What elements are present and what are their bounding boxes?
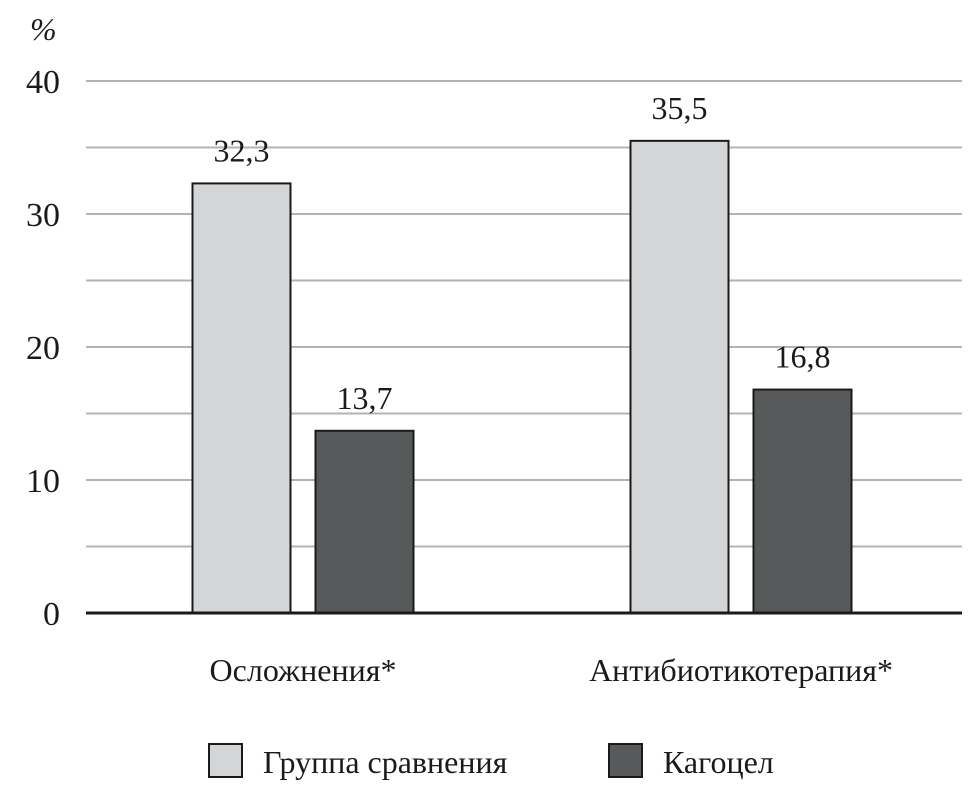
legend-swatch (208, 743, 243, 778)
bar (752, 388, 853, 614)
data-label: 16,8 (775, 339, 831, 375)
legend-label: Кагоцел (663, 744, 774, 780)
legend: Группа сравнения Кагоцел (208, 743, 774, 780)
y-tick-label: 0 (43, 596, 60, 633)
y-axis-ticks: 0 10 20 30 40 (26, 64, 60, 633)
legend-swatch (608, 743, 643, 778)
category-labels: Осложнения* Антибиотикотерапия* (210, 652, 893, 688)
bar (191, 182, 292, 614)
category-label: Антибиотикотерапия* (589, 652, 893, 688)
y-tick-label: 20 (26, 330, 60, 367)
y-tick-label: 30 (26, 197, 60, 234)
legend-label: Группа сравнения (263, 744, 508, 780)
y-axis-unit-label: % (30, 11, 57, 47)
y-tick-label: 10 (26, 463, 60, 500)
data-label: 32,3 (214, 132, 270, 168)
bar (629, 139, 730, 614)
bars: 32,3 13,7 35,5 16,8 (191, 90, 853, 615)
data-label: 35,5 (652, 90, 708, 126)
data-label: 13,7 (337, 380, 393, 416)
y-tick-label: 40 (26, 64, 60, 101)
bar (314, 429, 415, 615)
category-label: Осложнения* (210, 652, 397, 688)
